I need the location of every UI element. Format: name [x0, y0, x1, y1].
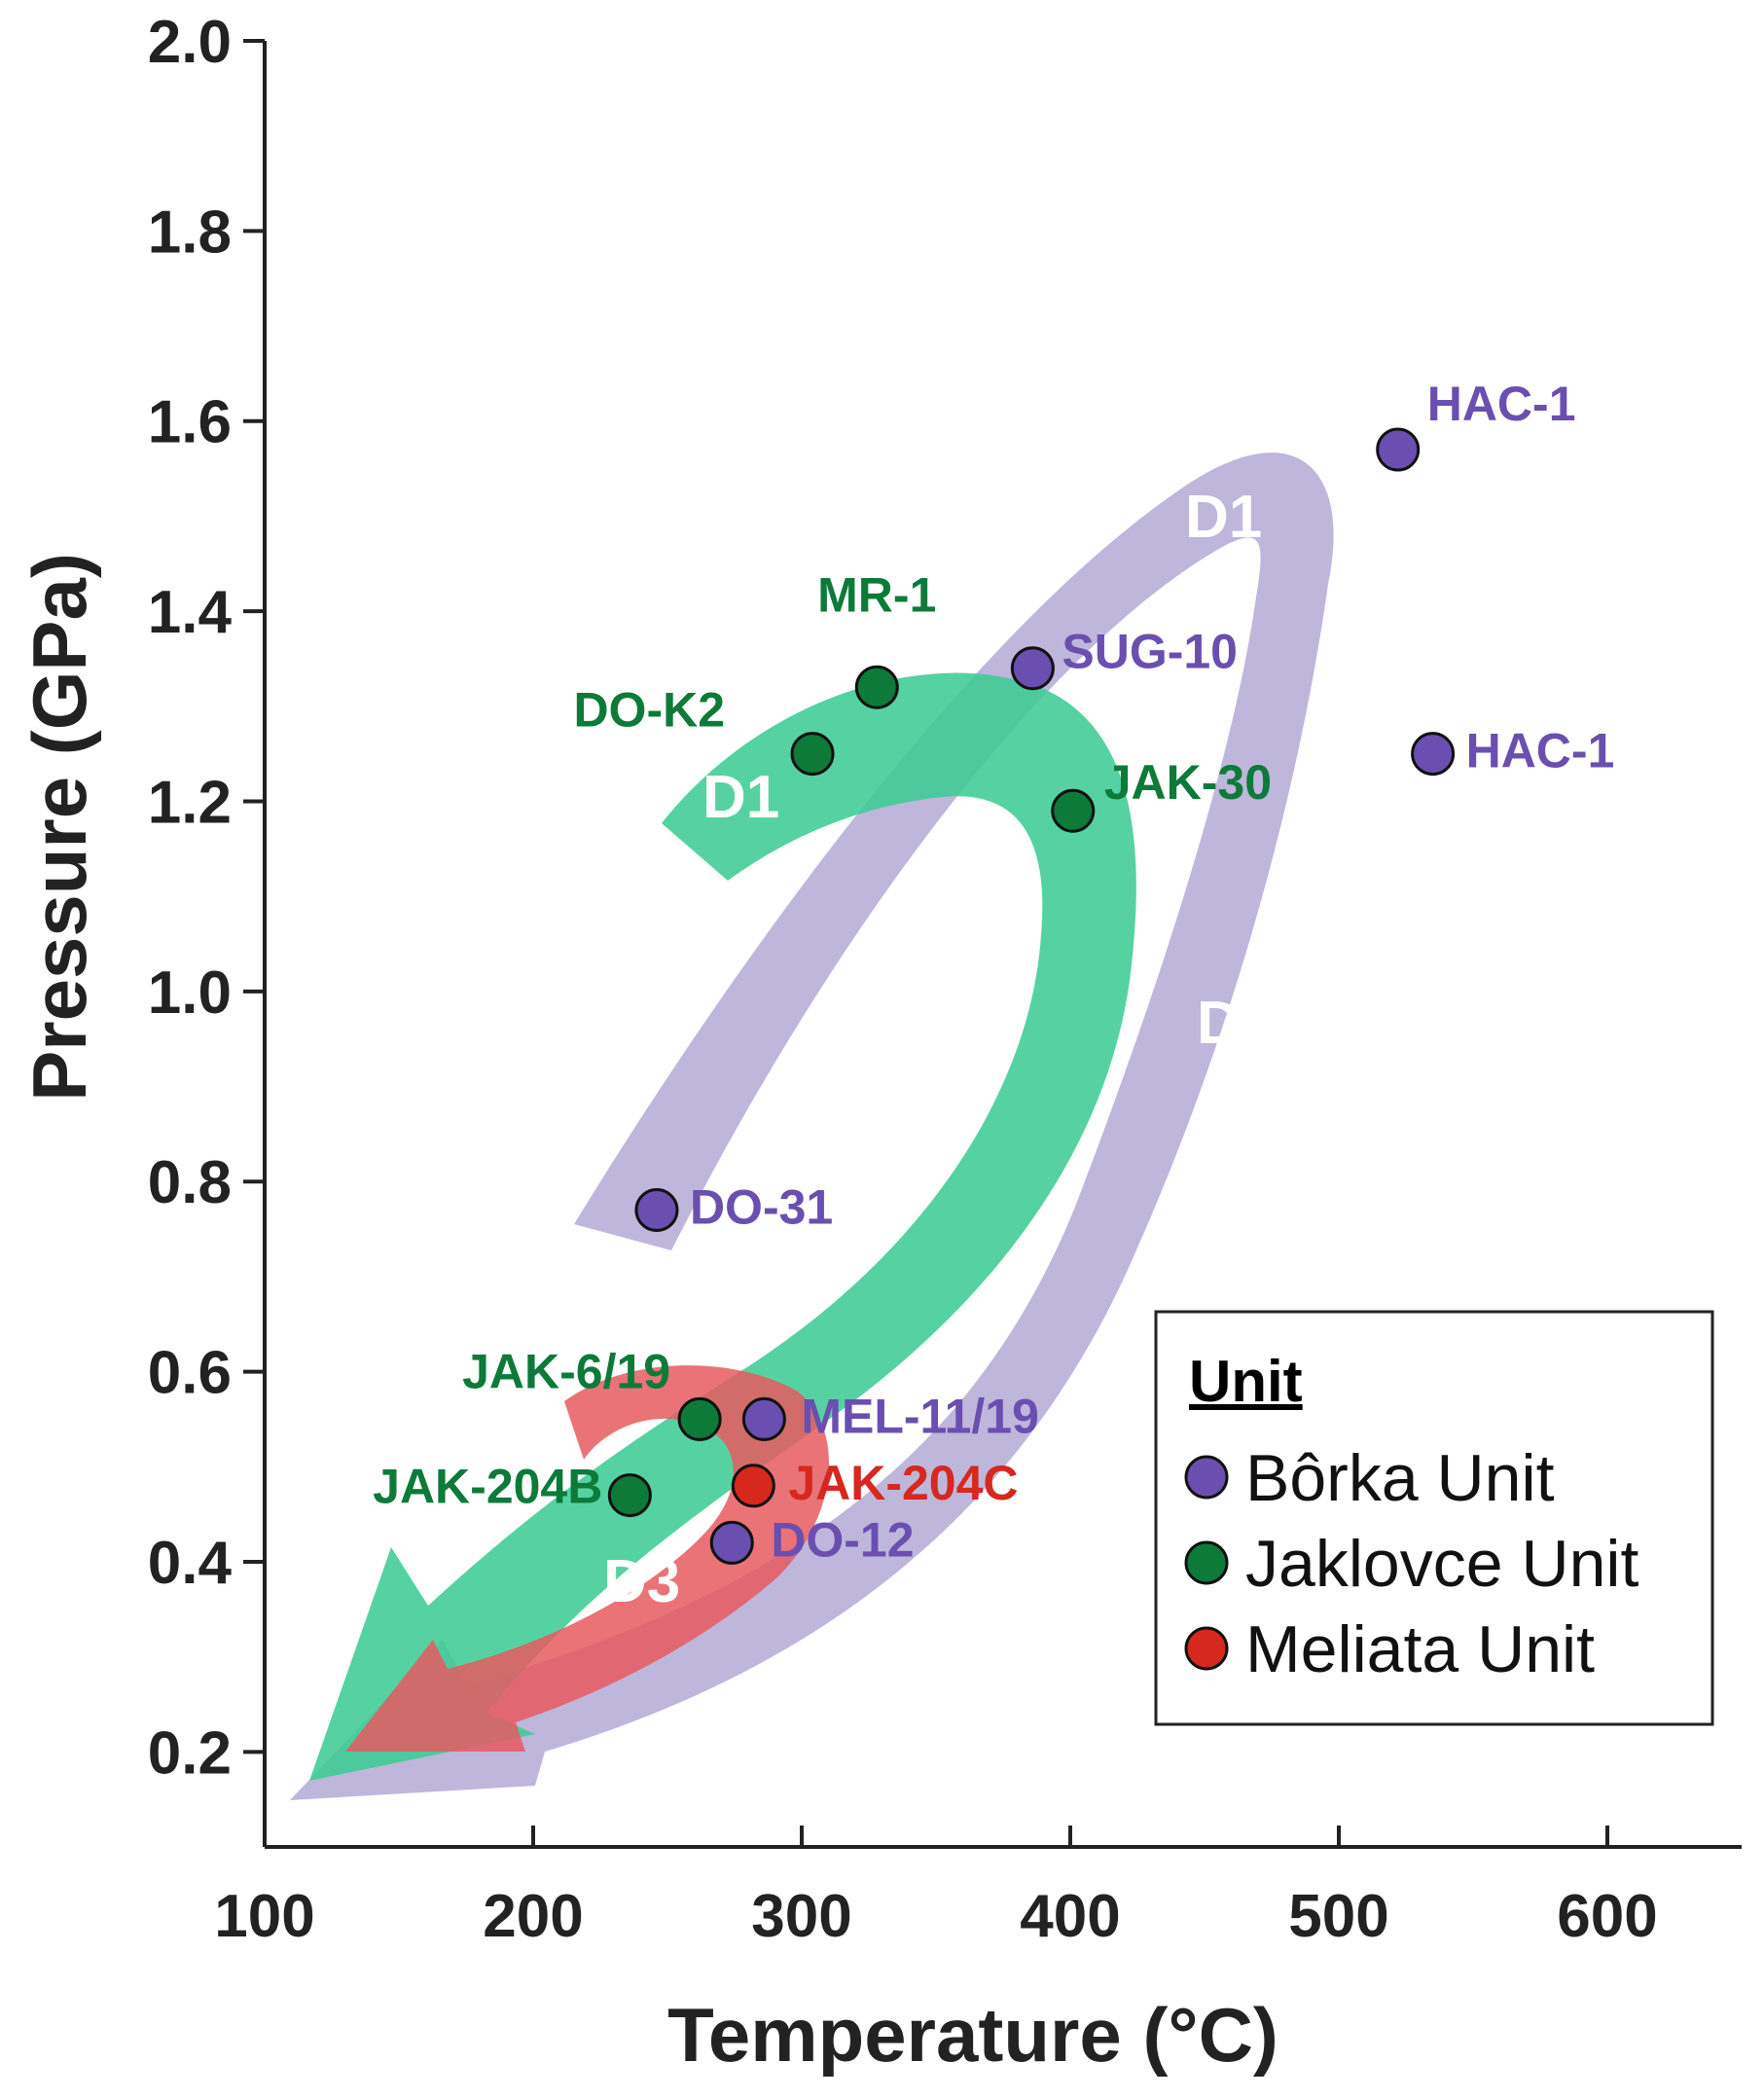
y-tick-label: 1.6: [148, 389, 232, 456]
y-tick-label: 0.2: [148, 1719, 232, 1787]
borka-phase-d2-upper: D2: [1350, 600, 1427, 668]
data-point: [854, 665, 899, 709]
y-tick-label: 1.4: [148, 579, 233, 646]
data-point-label: MR-1: [817, 567, 936, 622]
y-tick-label: 2.0: [148, 9, 232, 76]
legend: Unit Bôrka Unit Jaklovce Unit Meliata Un…: [1154, 1310, 1714, 1726]
y-tick-label: 1.8: [148, 199, 232, 266]
data-point: [741, 1396, 786, 1441]
data-point-label: SUG-10: [1062, 625, 1238, 679]
data-point-label: JAK-204C: [788, 1456, 1018, 1510]
data-point-label: DO-31: [690, 1180, 833, 1235]
legend-label-borka: Bôrka Unit: [1245, 1441, 1555, 1515]
x-tick-label: 400: [1020, 1883, 1120, 1950]
data-point: [709, 1520, 754, 1565]
legend-box: [1154, 1310, 1714, 1726]
axes: 0.2 0.4 0.6 0.8 1.0 1.2 1.4 1.6 1.8 2.0 100 200 300…: [17, 9, 1742, 2078]
data-point-label: HAC-1: [1466, 724, 1615, 778]
y-tick-label: 0.4: [148, 1530, 233, 1597]
x-tick-label: 300: [751, 1883, 851, 1950]
x-tick-label: 100: [214, 1883, 314, 1950]
data-point-label: JAK-30: [1104, 755, 1272, 810]
x-tick-label: 500: [1288, 1883, 1388, 1950]
data-point-label: DO-12: [771, 1512, 914, 1567]
x-axis-title: Temperature (°C): [667, 1992, 1278, 2078]
legend-label-jaklovce: Jaklovce Unit: [1245, 1527, 1638, 1601]
borka-phase-d2-lower: D2: [1197, 990, 1274, 1057]
borka-phase-d1: D1: [1185, 484, 1262, 551]
y-tick-label: 0.8: [148, 1149, 232, 1216]
y-tick-label: 1.2: [148, 769, 232, 836]
x-axis-ticks: 100 200 300 400 500 600: [214, 1826, 1658, 1950]
data-point: [1376, 427, 1421, 472]
data-point: [1010, 646, 1055, 691]
data-point-label: MEL-11/19: [801, 1389, 1039, 1443]
data-point: [731, 1464, 775, 1508]
legend-label-meliata: Meliata Unit: [1245, 1612, 1595, 1686]
data-point-label: JAK-204B: [373, 1460, 602, 1514]
data-point: [1411, 732, 1456, 777]
data-point-label: JAK-6/19: [462, 1344, 670, 1398]
data-point-label: DO-K2: [573, 683, 725, 738]
y-axis-ticks: 0.2 0.4 0.6 0.8 1.0 1.2 1.4 1.6 1.8 2.0: [148, 9, 265, 1787]
borka-pt-path: [290, 452, 1334, 1800]
legend-marker-jaklovce: [1184, 1540, 1229, 1585]
y-tick-label: 0.6: [148, 1340, 232, 1407]
data-point: [677, 1396, 722, 1441]
data-point: [607, 1473, 652, 1518]
legend-marker-meliata: [1184, 1626, 1229, 1671]
data-point: [1051, 788, 1096, 833]
data-point: [790, 732, 835, 777]
jaklovce-pt-path: [309, 672, 1136, 1782]
data-point: [634, 1188, 679, 1233]
jaklovce-phase-d1: D1: [702, 764, 779, 831]
y-tick-label: 1.0: [148, 959, 232, 1027]
data-points: HAC-1 SUG-10 HAC-1 DO-31 MEL-11/19 DO-12 MR-1 D…: [373, 377, 1614, 1567]
y-axis-title: Pressure (GPa): [17, 553, 102, 1102]
legend-title: Unit: [1189, 1349, 1303, 1414]
x-tick-label: 200: [483, 1883, 583, 1950]
data-point-label: HAC-1: [1427, 377, 1576, 431]
meliata-phase-d3: D3: [603, 1548, 680, 1615]
x-tick-label: 600: [1557, 1883, 1657, 1950]
legend-marker-borka: [1184, 1455, 1229, 1500]
